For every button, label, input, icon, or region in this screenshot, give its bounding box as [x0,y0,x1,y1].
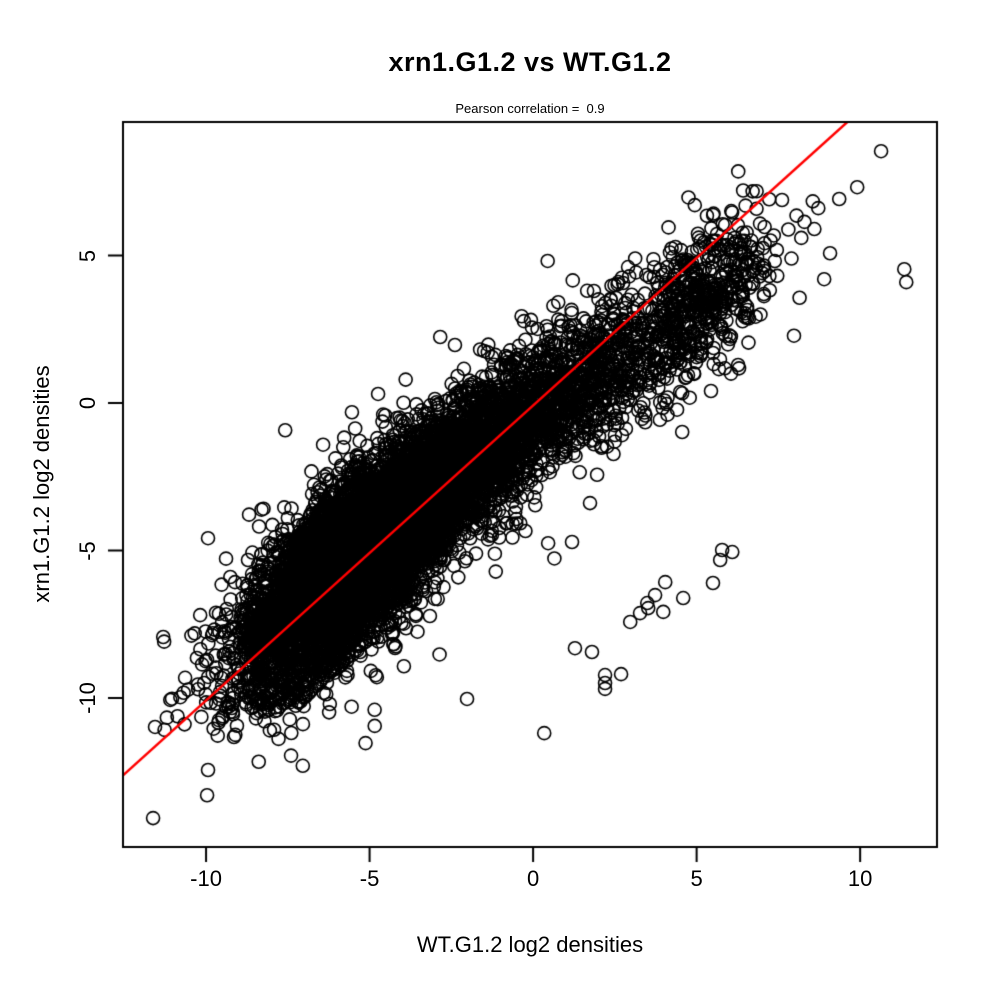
y-tick-label: -5 [75,540,100,561]
x-tick-label: 5 [690,866,703,891]
chart-title: xrn1.G1.2 vs WT.G1.2 [388,47,672,77]
x-tick-label: 10 [847,866,873,891]
y-tick-label: 5 [75,249,100,262]
x-tick-label: 0 [526,866,540,891]
x-tick-label: -5 [359,866,380,891]
chart-subtitle: Pearson correlation = 0.9 [455,101,605,116]
y-tick-label: -10 [75,682,100,714]
x-axis-label: WT.G1.2 log2 densities [416,932,644,957]
y-axis-label: xrn1.G1.2 log2 densities [29,365,54,603]
x-tick-label: -10 [190,866,222,891]
y-tick-label: 0 [75,396,100,410]
